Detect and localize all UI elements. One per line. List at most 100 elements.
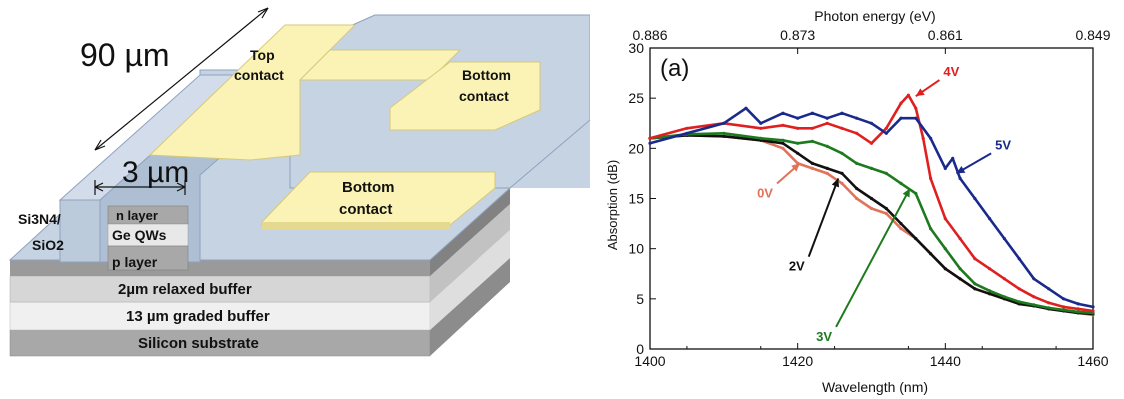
y-tick-label: 10 [628,241,644,257]
data-point-4V [988,267,992,271]
bottom-contact-front-label-2: contact [339,201,392,218]
data-point-4V [921,136,925,140]
width-dimension-arrow [94,180,186,195]
data-point-3V [943,247,947,251]
data-point-4V [796,126,800,130]
data-point-3V [1047,306,1051,310]
data-point-0V [855,196,859,201]
data-point-5V [884,131,888,135]
data-point-3V [988,289,992,293]
data-point-3V [929,227,933,231]
top-tick-label: 0.873 [780,27,815,43]
data-point-4V [1047,301,1051,305]
data-point-5V [685,131,689,135]
data-point-5V [744,106,748,110]
y-axis-title: Absorption (dB) [605,160,620,250]
bottom-contact-right-label-1: Bottom [462,67,511,83]
data-point-3V [869,166,874,170]
data-point-3V [1061,308,1066,312]
data-point-2V [958,277,962,281]
annotation-label-5V: 5V [995,137,1011,152]
panel-label: (a) [660,55,689,82]
y-tick-label: 15 [628,191,644,207]
data-point-0V [899,227,903,231]
top-axis-title: Photon energy (eV) [814,8,935,24]
data-point-5V [855,116,859,120]
data-point-0V [781,146,785,150]
data-point-5V [840,111,844,115]
data-point-5V [810,111,814,115]
data-point-5V [988,217,992,221]
data-point-4V [906,93,910,97]
data-point-4V [943,217,947,221]
data-point-5V [796,116,800,120]
cladding-label-2: SiO2 [32,237,64,253]
y-tick-label: 25 [628,90,644,106]
data-point-4V [1061,305,1066,309]
annotation-label-0V: 0V [757,185,773,200]
data-point-3V [1017,300,1021,304]
data-point-4V [958,237,962,241]
bottom-contact-right-label-2: contact [459,88,509,104]
data-point-4V [929,176,933,180]
data-point-2V [855,186,859,191]
data-point-5V [1032,277,1036,281]
p-layer-block [107,245,189,271]
series-line-4V [649,93,1094,313]
data-point-3V [973,282,977,286]
data-point-5V [951,156,955,160]
data-point-3V [899,181,903,185]
data-point-4V [759,126,763,130]
data-point-0V [884,211,888,216]
data-point-4V [1091,309,1095,313]
data-point-4V [840,126,844,130]
data-point-0V [869,206,874,211]
data-point-5V [943,166,947,170]
annotation-arrowhead-0V [791,163,800,172]
data-point-2V [722,134,726,138]
data-point-4V [1076,307,1080,311]
data-point-5V [1091,305,1095,309]
series-line-3V [649,132,1094,315]
bottom-contact-front-edge [262,222,450,230]
data-point-2V [929,252,933,256]
annotation-arrowhead-2V [831,178,840,188]
substrate-label: Silicon substrate [138,335,259,352]
data-point-2V [810,161,814,165]
data-point-3V [1032,303,1036,307]
data-point-3V [1002,295,1006,299]
series-line-5V [649,106,1094,309]
chart-annotations-group: 0V 2V 3V 4V 5V [757,64,1011,344]
data-point-3V [914,191,918,196]
data-point-2V [825,166,829,170]
width-label: 3 µm [122,156,189,189]
data-point-5V [1002,237,1006,241]
relaxed-buffer-label: 2µm relaxed buffer [118,281,252,298]
data-point-2V [869,196,874,201]
data-point-4V [914,106,918,110]
data-point-3V [958,267,962,271]
data-point-2V [988,292,992,296]
y-tick-label: 30 [628,40,644,56]
ridge-front [59,199,101,263]
data-point-5V [958,176,962,180]
data-point-2V [796,151,800,155]
top-tick-label: 0.886 [632,27,667,43]
top-tick-label: 0.861 [928,27,963,43]
data-point-4V [810,126,814,130]
y-tick-label: 0 [636,341,644,357]
series-line-2V [649,134,1094,316]
annotation-arrowhead-5V [956,165,966,174]
data-point-5V [899,116,903,120]
data-point-2V [884,206,888,211]
top-tick-label: 0.849 [1075,27,1110,43]
p-layer-side [430,188,510,276]
data-point-0V [825,171,829,175]
data-point-3V [1076,310,1080,314]
data-point-3V [759,136,763,140]
data-point-5V [759,121,763,125]
data-point-5V [1061,297,1066,301]
graded-buffer-side [430,230,510,330]
data-point-4V [899,101,903,105]
annotation-label-3V: 3V [816,329,832,344]
